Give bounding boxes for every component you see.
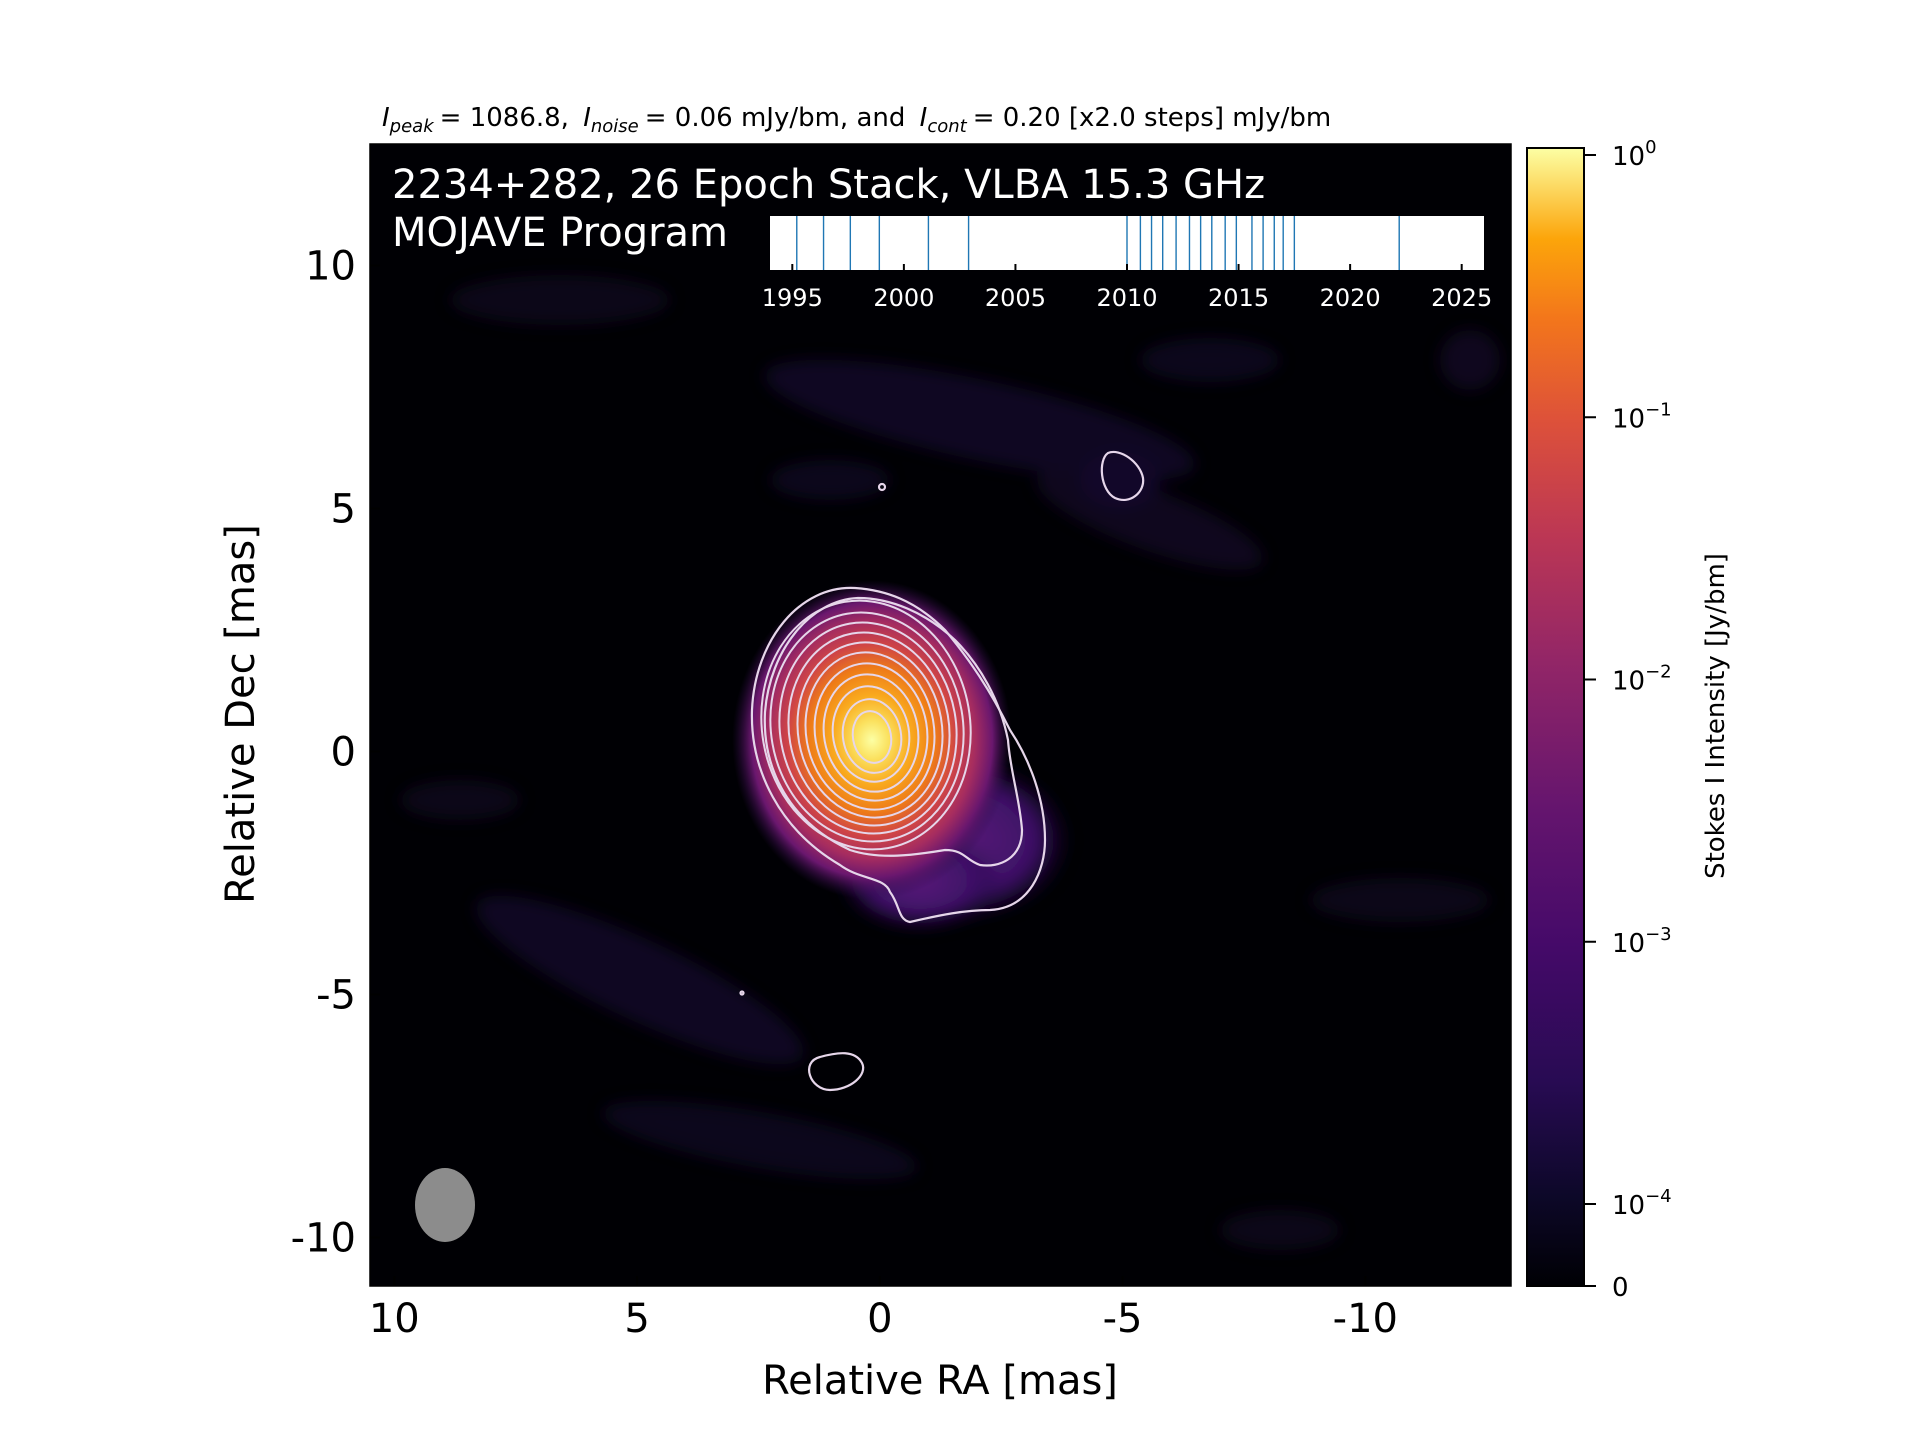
timeline-tick-label: 2025 (1431, 284, 1492, 312)
y-tick-label: -5 (316, 972, 356, 1018)
x-tick-label: 10 (369, 1296, 420, 1342)
x-axis-ticks: 10 5 0 -5 -10 (369, 1276, 1398, 1342)
core-contours (760, 599, 972, 851)
colorbar-bar (1526, 147, 1585, 1287)
noise-symbol: I (583, 103, 591, 133)
contour-speck-1 (877, 482, 887, 492)
x-tick-label: 5 (624, 1296, 649, 1342)
colorbar-tick-label: 10−4 (1612, 1186, 1672, 1221)
epoch-lines (796, 216, 1400, 270)
timeline-tick-label: 2005 (985, 284, 1046, 312)
y-tick-label: 10 (305, 243, 356, 289)
x-axis-label: Relative RA [mas] (762, 1358, 1118, 1404)
colorbar-tick-label: 10−3 (1612, 924, 1672, 959)
colorbar: 100 10−1 10−2 10−3 10−4 0 Stokes I Intensity … (1526, 137, 1731, 1303)
peak-symbol: I (382, 103, 390, 133)
overlay-title: 2234+282, 26 Epoch Stack, VLBA 15.3 GHz (392, 162, 1265, 208)
timeline-tick-label: 1995 (762, 284, 823, 312)
contour-speck-2 (739, 990, 745, 996)
contour-north-west (1100, 450, 1145, 501)
cont-symbol: I (920, 103, 928, 133)
x-tick-label: -5 (1103, 1296, 1143, 1342)
epoch-timeline: 1995 2000 2005 2010 2015 2020 2025 (762, 216, 1492, 312)
timeline-ticks: 1995 2000 2005 2010 2015 2020 2025 (762, 264, 1492, 312)
y-axis-ticks: 10 5 0 -5 -10 (291, 243, 380, 1261)
timeline-tick-label: 2010 (1096, 284, 1157, 312)
y-tick-label: -10 (291, 1215, 356, 1261)
diffuse-noise (400, 275, 1500, 1250)
noise-value: = 0.06 mJy/bm, and (645, 103, 906, 133)
y-tick-label: 0 (331, 729, 356, 775)
colorbar-tick-label: 10−1 (1612, 399, 1672, 434)
contour-south-east (808, 1052, 865, 1092)
colorbar-tick-label: 100 (1612, 137, 1657, 172)
image-panel: 2234+282, 26 Epoch Stack, VLBA 15.3 GHz … (291, 143, 1512, 1342)
y-tick-label: 5 (331, 486, 356, 532)
noise-sub: noise (591, 116, 639, 137)
cont-value: = 0.20 [x2.0 steps] mJy/bm (973, 103, 1332, 133)
timeline-tick-label: 2000 (873, 284, 934, 312)
overlay-subtitle: MOJAVE Program (392, 210, 728, 256)
contour-set (750, 586, 1047, 924)
peak-value: = 1086.8, (440, 103, 569, 133)
cont-sub: cont (927, 116, 967, 137)
beam-ellipse (415, 1168, 475, 1242)
timeline-tick-label: 2015 (1208, 284, 1269, 312)
plot-frame (369, 143, 1512, 1287)
isolated-contours (739, 450, 1145, 1092)
peak-sub: peak (389, 116, 436, 137)
x-tick-label: 0 (867, 1296, 892, 1342)
x-tick-label: -10 (1333, 1296, 1398, 1342)
timeline-tick-label: 2020 (1320, 284, 1381, 312)
y-axis-label: Relative Dec [mas] (218, 524, 264, 904)
colorbar-tick-label: 0 (1612, 1273, 1629, 1303)
colorbar-tick-label: 10−2 (1612, 662, 1672, 697)
header-stats: Ipeak = 1086.8, Inoise = 0.06 mJy/bm, and … (382, 103, 1331, 137)
colorbar-ticks: 100 10−1 10−2 10−3 10−4 0 (1584, 137, 1672, 1303)
emission-layer (400, 275, 1500, 1250)
colorbar-label: Stokes I Intensity [Jy/bm] (1701, 553, 1731, 879)
